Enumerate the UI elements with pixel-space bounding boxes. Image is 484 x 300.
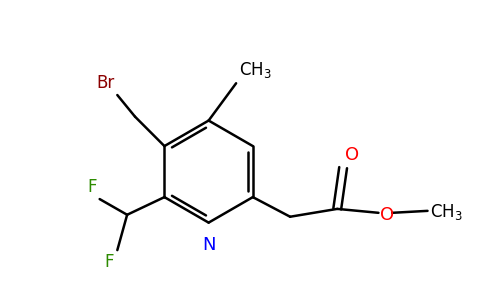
Text: O: O xyxy=(380,206,394,224)
Text: CH$_3$: CH$_3$ xyxy=(239,60,272,80)
Text: O: O xyxy=(345,146,359,164)
Text: Br: Br xyxy=(96,74,114,92)
Text: F: F xyxy=(87,178,97,196)
Text: N: N xyxy=(202,236,215,254)
Text: CH$_3$: CH$_3$ xyxy=(430,202,463,222)
Text: F: F xyxy=(105,253,114,271)
